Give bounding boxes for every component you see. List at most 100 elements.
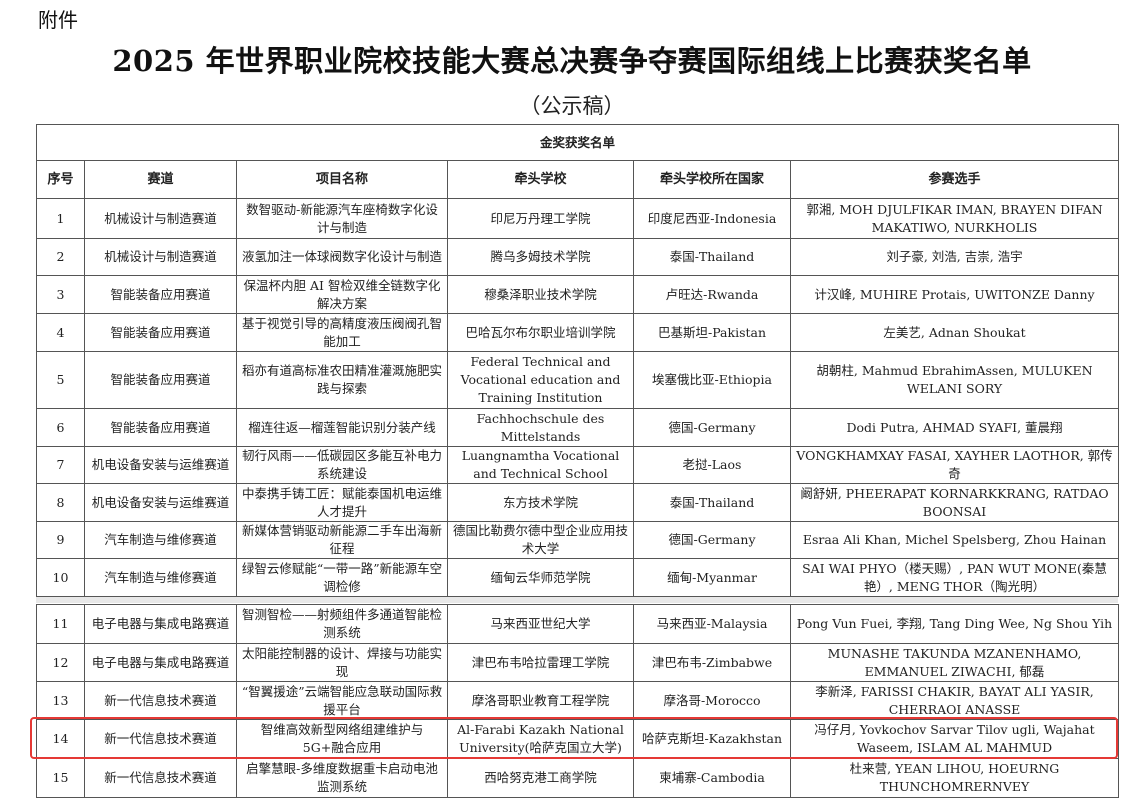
- cell-track: 机械设计与制造赛道: [84, 238, 237, 276]
- cell-project: 启擎慧眼-多维度数据重卡启动电池监测系统: [236, 758, 448, 798]
- cell-members: SAI WAI PHYO（楼天赐）, PAN WUT MONE(秦慧艳）, ME…: [790, 558, 1119, 597]
- cell-track: 智能装备应用赛道: [84, 351, 237, 409]
- cell-country: 哈萨克斯坦-Kazakhstan: [633, 719, 791, 759]
- column-header: 牵头学校所在国家: [633, 160, 791, 199]
- award-table: 金奖获奖名单 序号 赛道 项目名称 牵头学校 牵头学校所在国家 参赛选手 1 机械设计与制造…: [36, 124, 1119, 597]
- column-header: 牵头学校: [447, 160, 634, 199]
- cell-members: Dodi Putra, AHMAD SYAFI, 董晨翔: [790, 408, 1119, 447]
- cell-members: MUNASHE TAKUNDA MZANENHAMO, EMMANUEL ZIW…: [790, 643, 1119, 682]
- cell-country: 埃塞俄比亚-Ethiopia: [633, 351, 791, 409]
- cell-members: 胡朝柱, Mahmud EbrahimAssen, MULUKEN WELANI…: [790, 351, 1119, 409]
- column-header: 参赛选手: [790, 160, 1119, 199]
- table-row: 2 机械设计与制造赛道 液氢加注一体球阀数字化设计与制造 腾乌多姆技术学院 泰国-Tha…: [36, 238, 1119, 276]
- cell-no: 2: [36, 238, 85, 276]
- cell-track: 电子电器与集成电路赛道: [84, 643, 237, 682]
- table-row: 4 智能装备应用赛道 基于视觉引导的高精度液压阀阀孔智能加工 巴哈瓦尔布尔职业培训学院…: [36, 313, 1119, 352]
- cell-members: 左美艺, Adnan Shoukat: [790, 313, 1119, 352]
- cell-members: VONGKHAMXAY FASAI, XAYHER LAOTHOR, 郭传奇: [790, 446, 1119, 484]
- column-header: 赛道: [84, 160, 237, 199]
- cell-school: 印尼万丹理工学院: [447, 198, 634, 239]
- cell-members: 郭湘, MOH DJULFIKAR IMAN, BRAYEN DIFAN MAK…: [790, 198, 1119, 239]
- cell-no: 15: [36, 758, 85, 798]
- cell-country: 卢旺达-Rwanda: [633, 275, 791, 314]
- page-break: [36, 597, 1118, 603]
- cell-project: 液氢加注一体球阀数字化设计与制造: [236, 238, 448, 276]
- table-row: 13 新一代信息技术赛道 “智翼援途”云端智能应急联动国际救援平台 摩洛哥职业教育工程…: [36, 681, 1119, 720]
- cell-school: 津巴布韦哈拉雷理工学院: [447, 643, 634, 682]
- cell-country: 津巴布韦-Zimbabwe: [633, 643, 791, 682]
- cell-no: 12: [36, 643, 85, 682]
- table-row: 12 电子电器与集成电路赛道 太阳能控制器的设计、焊接与功能实现 津巴布韦哈拉雷理工学…: [36, 643, 1119, 682]
- cell-school: 腾乌多姆技术学院: [447, 238, 634, 276]
- cell-school: 东方技术学院: [447, 483, 634, 522]
- cell-school: Federal Technical and Vocational educati…: [447, 351, 634, 409]
- table-row: 11 电子电器与集成电路赛道 智测智检——射频组件多通道智能检测系统 马来西亚世纪大学…: [36, 604, 1119, 644]
- cell-no: 1: [36, 198, 85, 239]
- attachment-label: 附件: [38, 8, 78, 32]
- column-header: 序号: [36, 160, 85, 199]
- cell-members: 杜来营, YEAN LIHOU, HOEURNG THUNCHOMRERNVEY: [790, 758, 1119, 798]
- cell-school: Al-Farabi Kazakh National University(哈萨克…: [447, 719, 634, 759]
- cell-country: 德国-Germany: [633, 521, 791, 559]
- cell-track: 新一代信息技术赛道: [84, 719, 237, 759]
- cell-school: 德国比勒费尔德中型企业应用技术大学: [447, 521, 634, 559]
- cell-members: 冯仔月, Yovkochov Sarvar Tilov ugli, Wajaha…: [790, 719, 1119, 759]
- cell-track: 智能装备应用赛道: [84, 313, 237, 352]
- table-row: 5 智能装备应用赛道 稻亦有道高标准农田精准灌溉施肥实践与探索 Federal Tec…: [36, 351, 1119, 409]
- table-row: 14 新一代信息技术赛道 智维高效新型网络组建维护与5G+融合应用 Al-Farabi…: [36, 719, 1119, 759]
- cell-no: 5: [36, 351, 85, 409]
- cell-no: 11: [36, 604, 85, 644]
- cell-no: 14: [36, 719, 85, 759]
- award-table-continued: 11 电子电器与集成电路赛道 智测智检——射频组件多通道智能检测系统 马来西亚世纪大学…: [36, 604, 1119, 798]
- table-row: 6 智能装备应用赛道 榴连往返—榴莲智能识别分装产线 Fachhochschule d…: [36, 408, 1119, 447]
- section-title: 金奖获奖名单: [36, 124, 1119, 161]
- table-row: 10 汽车制造与维修赛道 绿智云修赋能“一带一路”新能源车空调检修 缅甸云华师范学院缅…: [36, 558, 1119, 597]
- cell-members: 阚舒妍, PHEERAPAT KORNARKKRANG, RATDAO BOON…: [790, 483, 1119, 522]
- document-subtitle: （公示稿）: [519, 94, 625, 118]
- cell-no: 7: [36, 446, 85, 484]
- cell-project: 基于视觉引导的高精度液压阀阀孔智能加工: [236, 313, 448, 352]
- table-row: 9 汽车制造与维修赛道 新媒体营销驱动新能源二手车出海新征程 德国比勒费尔德中型企业应…: [36, 521, 1119, 559]
- cell-members: 李新泽, FARISSI CHAKIR, BAYAT ALI YASIR, CH…: [790, 681, 1119, 720]
- cell-school: 缅甸云华师范学院: [447, 558, 634, 597]
- cell-project: 太阳能控制器的设计、焊接与功能实现: [236, 643, 448, 682]
- cell-school: 马来西亚世纪大学: [447, 604, 634, 644]
- cell-school: 西哈努克港工商学院: [447, 758, 634, 798]
- cell-track: 汽车制造与维修赛道: [84, 521, 237, 559]
- cell-track: 机械设计与制造赛道: [84, 198, 237, 239]
- table-row: 7 机电设备安装与运维赛道 韧行风雨——低碳园区多能互补电力系统建设 Luangnam…: [36, 446, 1119, 484]
- cell-track: 机电设备安装与运维赛道: [84, 446, 237, 484]
- cell-no: 6: [36, 408, 85, 447]
- cell-project: 新媒体营销驱动新能源二手车出海新征程: [236, 521, 448, 559]
- cell-country: 泰国-Thailand: [633, 483, 791, 522]
- table-row: 3 智能装备应用赛道 保温杯内胆 AI 智检双维全链数字化解决方案 穆桑泽职业技术学院…: [36, 275, 1119, 314]
- cell-members: 计汉峰, MUHIRE Protais, UWITONZE Danny: [790, 275, 1119, 314]
- cell-project: 保温杯内胆 AI 智检双维全链数字化解决方案: [236, 275, 448, 314]
- cell-track: 机电设备安装与运维赛道: [84, 483, 237, 522]
- cell-track: 电子电器与集成电路赛道: [84, 604, 237, 644]
- cell-members: Pong Vun Fuei, 李翔, Tang Ding Wee, Ng Sho…: [790, 604, 1119, 644]
- cell-country: 马来西亚-Malaysia: [633, 604, 791, 644]
- cell-project: 中泰携手铸工匠：赋能泰国机电运维人才提升: [236, 483, 448, 522]
- cell-project: 智测智检——射频组件多通道智能检测系统: [236, 604, 448, 644]
- cell-school: Luangnamtha Vocational and Technical Sch…: [447, 446, 634, 484]
- table-row: 8 机电设备安装与运维赛道 中泰携手铸工匠：赋能泰国机电运维人才提升 东方技术学院 泰国…: [36, 483, 1119, 522]
- cell-track: 新一代信息技术赛道: [84, 758, 237, 798]
- cell-country: 缅甸-Myanmar: [633, 558, 791, 597]
- column-header: 项目名称: [236, 160, 448, 199]
- cell-country: 泰国-Thailand: [633, 238, 791, 276]
- cell-country: 印度尼西亚-Indonesia: [633, 198, 791, 239]
- cell-country: 老挝-Laos: [633, 446, 791, 484]
- cell-project: 榴连往返—榴莲智能识别分装产线: [236, 408, 448, 447]
- cell-project: 智维高效新型网络组建维护与5G+融合应用: [236, 719, 448, 759]
- cell-no: 10: [36, 558, 85, 597]
- cell-project: 稻亦有道高标准农田精准灌溉施肥实践与探索: [236, 351, 448, 409]
- cell-no: 9: [36, 521, 85, 559]
- table-row: 1 机械设计与制造赛道 数智驱动-新能源汽车座椅数字化设计与制造 印尼万丹理工学院 印度…: [36, 198, 1119, 239]
- cell-project: 韧行风雨——低碳园区多能互补电力系统建设: [236, 446, 448, 484]
- cell-no: 8: [36, 483, 85, 522]
- cell-country: 德国-Germany: [633, 408, 791, 447]
- cell-track: 智能装备应用赛道: [84, 408, 237, 447]
- cell-track: 新一代信息技术赛道: [84, 681, 237, 720]
- document-title: 2025 年世界职业院校技能大赛总决赛争夺赛国际组线上比赛获奖名单: [112, 44, 1032, 78]
